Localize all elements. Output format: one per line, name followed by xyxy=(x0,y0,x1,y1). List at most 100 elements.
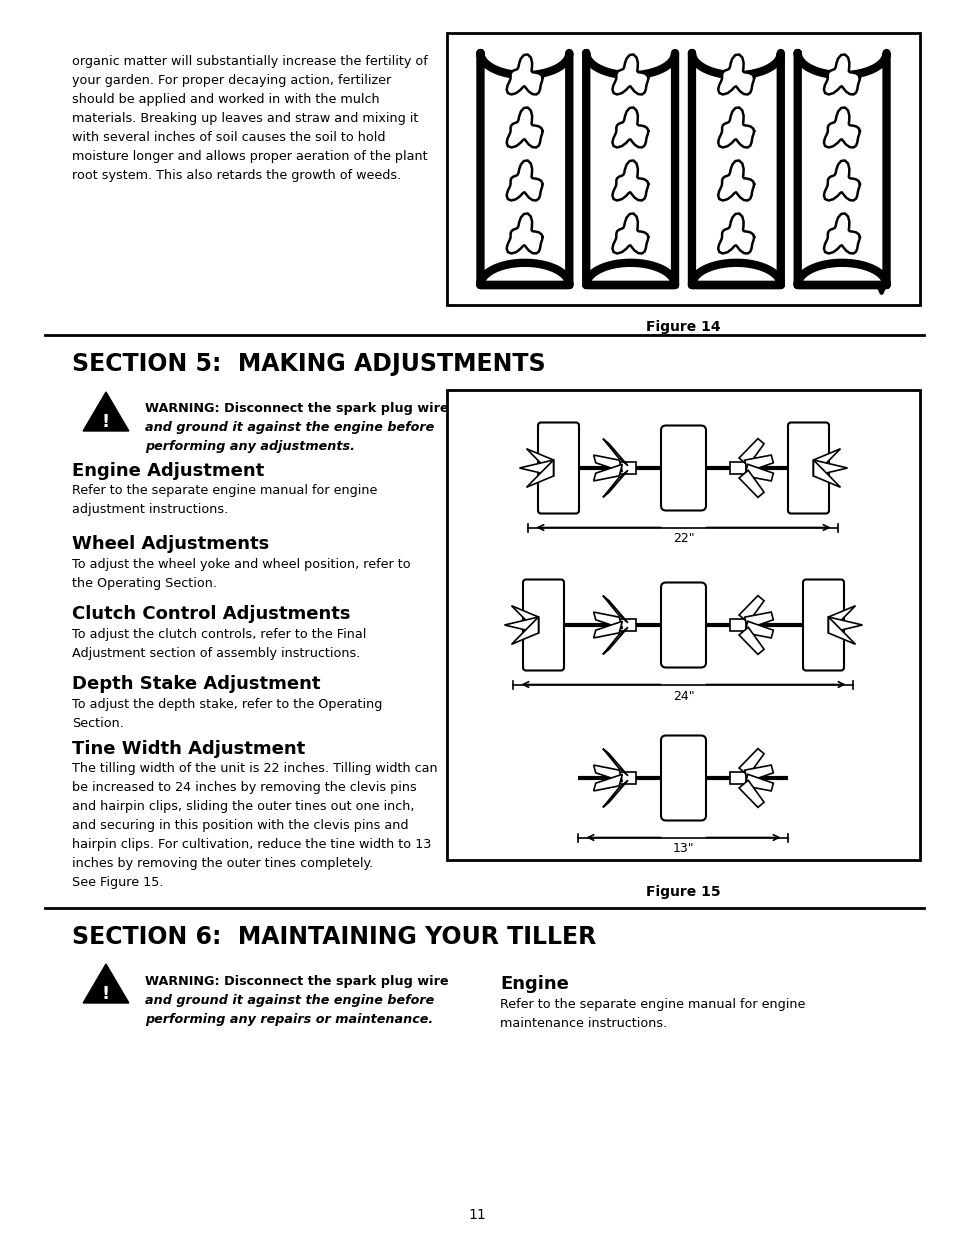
Text: The tilling width of the unit is 22 inches. Tilling width can: The tilling width of the unit is 22 inch… xyxy=(71,762,437,776)
Polygon shape xyxy=(506,54,542,95)
Text: materials. Breaking up leaves and straw and mixing it: materials. Breaking up leaves and straw … xyxy=(71,112,418,125)
Text: hairpin clips. For cultivation, reduce the tine width to 13: hairpin clips. For cultivation, reduce t… xyxy=(71,839,431,851)
Polygon shape xyxy=(602,781,627,808)
Bar xyxy=(730,772,745,784)
Text: Engine: Engine xyxy=(499,974,568,993)
Polygon shape xyxy=(602,748,627,776)
Bar xyxy=(447,33,919,305)
Polygon shape xyxy=(718,214,753,253)
FancyBboxPatch shape xyxy=(522,579,563,671)
Text: and ground it against the engine before: and ground it against the engine before xyxy=(145,421,434,433)
Polygon shape xyxy=(827,618,855,645)
Polygon shape xyxy=(744,621,773,638)
Text: To adjust the wheel yoke and wheel position, refer to: To adjust the wheel yoke and wheel posit… xyxy=(71,558,410,571)
Polygon shape xyxy=(813,459,846,475)
Polygon shape xyxy=(506,214,542,253)
Text: SECTION 6:  MAINTAINING YOUR TILLER: SECTION 6: MAINTAINING YOUR TILLER xyxy=(71,925,596,948)
Polygon shape xyxy=(813,448,840,475)
Polygon shape xyxy=(612,54,648,95)
Text: adjustment instructions.: adjustment instructions. xyxy=(71,503,228,516)
Polygon shape xyxy=(744,454,773,472)
Text: 24": 24" xyxy=(672,689,694,703)
Text: root system. This also retards the growth of weeds.: root system. This also retards the growt… xyxy=(71,169,401,182)
Text: 22": 22" xyxy=(672,532,694,546)
Bar xyxy=(730,619,745,631)
Text: Figure 15: Figure 15 xyxy=(645,885,720,899)
Polygon shape xyxy=(83,391,129,431)
Text: maintenance instructions.: maintenance instructions. xyxy=(499,1016,666,1030)
Polygon shape xyxy=(744,613,773,629)
Polygon shape xyxy=(593,764,621,782)
Polygon shape xyxy=(612,107,648,147)
Polygon shape xyxy=(602,471,627,498)
Text: your garden. For proper decaying action, fertilizer: your garden. For proper decaying action,… xyxy=(71,74,391,86)
Text: To adjust the depth stake, refer to the Operating: To adjust the depth stake, refer to the … xyxy=(71,698,382,711)
FancyBboxPatch shape xyxy=(660,736,705,820)
Bar xyxy=(447,390,919,860)
Polygon shape xyxy=(718,107,753,147)
Polygon shape xyxy=(744,764,773,782)
Polygon shape xyxy=(739,595,763,622)
Polygon shape xyxy=(602,627,627,655)
Text: and securing in this position with the clevis pins and: and securing in this position with the c… xyxy=(71,819,408,832)
Text: Wheel Adjustments: Wheel Adjustments xyxy=(71,535,269,553)
Polygon shape xyxy=(718,54,753,95)
Text: moisture longer and allows proper aeration of the plant: moisture longer and allows proper aerati… xyxy=(71,149,427,163)
Text: WARNING: Disconnect the spark plug wire: WARNING: Disconnect the spark plug wire xyxy=(145,974,448,988)
Polygon shape xyxy=(827,618,862,634)
Polygon shape xyxy=(504,618,537,634)
Polygon shape xyxy=(612,161,648,200)
Polygon shape xyxy=(593,454,621,472)
Polygon shape xyxy=(827,605,855,634)
FancyBboxPatch shape xyxy=(802,579,843,671)
Polygon shape xyxy=(506,161,542,200)
Text: Clutch Control Adjustments: Clutch Control Adjustments xyxy=(71,605,350,622)
Text: 11: 11 xyxy=(468,1208,485,1221)
Polygon shape xyxy=(739,748,763,776)
FancyBboxPatch shape xyxy=(660,426,705,510)
Polygon shape xyxy=(593,621,621,638)
Text: Tine Width Adjustment: Tine Width Adjustment xyxy=(71,740,305,758)
Polygon shape xyxy=(823,161,859,200)
Text: 13": 13" xyxy=(672,842,694,856)
Text: and ground it against the engine before: and ground it against the engine before xyxy=(145,994,434,1007)
FancyBboxPatch shape xyxy=(537,422,578,514)
Text: performing any adjustments.: performing any adjustments. xyxy=(145,440,355,453)
Text: with several inches of soil causes the soil to hold: with several inches of soil causes the s… xyxy=(71,131,385,144)
Text: inches by removing the outer tines completely.: inches by removing the outer tines compl… xyxy=(71,857,373,869)
Polygon shape xyxy=(511,618,537,645)
Polygon shape xyxy=(739,627,763,655)
Polygon shape xyxy=(506,107,542,147)
Text: See Figure 15.: See Figure 15. xyxy=(71,876,163,889)
Polygon shape xyxy=(526,459,553,488)
Polygon shape xyxy=(813,459,840,488)
Polygon shape xyxy=(602,595,627,622)
Text: Refer to the separate engine manual for engine: Refer to the separate engine manual for … xyxy=(499,998,804,1011)
Polygon shape xyxy=(602,438,627,466)
FancyBboxPatch shape xyxy=(787,422,828,514)
Polygon shape xyxy=(739,781,763,808)
Bar xyxy=(619,619,636,631)
Polygon shape xyxy=(823,214,859,253)
Polygon shape xyxy=(526,448,553,475)
Polygon shape xyxy=(511,605,537,634)
Polygon shape xyxy=(744,464,773,480)
Polygon shape xyxy=(823,107,859,147)
Text: and hairpin clips, sliding the outer tines out one inch,: and hairpin clips, sliding the outer tin… xyxy=(71,800,414,813)
Text: Section.: Section. xyxy=(71,718,124,730)
Polygon shape xyxy=(718,161,753,200)
Text: !: ! xyxy=(102,412,110,431)
Polygon shape xyxy=(744,774,773,790)
Text: Depth Stake Adjustment: Depth Stake Adjustment xyxy=(71,676,320,693)
Polygon shape xyxy=(612,214,648,253)
FancyBboxPatch shape xyxy=(660,583,705,667)
Text: the Operating Section.: the Operating Section. xyxy=(71,577,216,590)
Text: Figure 14: Figure 14 xyxy=(645,320,720,333)
Bar xyxy=(730,462,745,474)
Text: To adjust the clutch controls, refer to the Final: To adjust the clutch controls, refer to … xyxy=(71,629,366,641)
Polygon shape xyxy=(593,774,621,790)
Polygon shape xyxy=(739,471,763,498)
Polygon shape xyxy=(83,965,129,1003)
Text: should be applied and worked in with the mulch: should be applied and worked in with the… xyxy=(71,93,379,106)
Polygon shape xyxy=(739,438,763,466)
